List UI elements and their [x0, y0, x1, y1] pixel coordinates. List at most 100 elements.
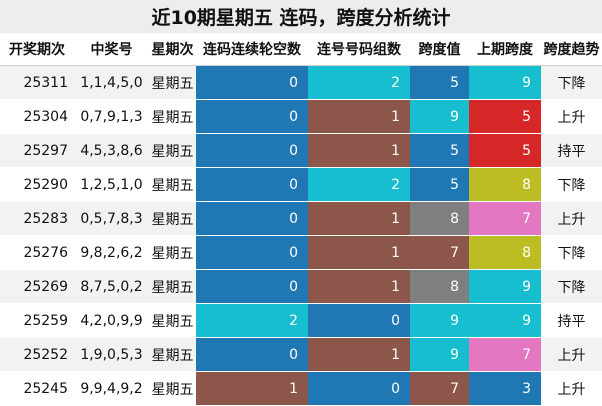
span-cell: 5: [410, 133, 469, 168]
numbers-cell: 0,7,9,1,3: [74, 99, 149, 134]
skip-cell: 0: [196, 99, 308, 134]
skip-cell: 2: [196, 303, 308, 338]
trend-cell: 持平: [541, 133, 602, 168]
groups-cell: 2: [308, 167, 410, 202]
header-prev-span: 上期跨度: [469, 33, 541, 66]
span-cell: 9: [410, 337, 469, 372]
period-cell: 25304: [0, 99, 74, 134]
numbers-cell: 1,9,0,5,3: [74, 337, 149, 372]
groups-cell: 1: [308, 337, 410, 372]
prev-span-cell: 5: [469, 133, 541, 168]
groups-cell: 1: [308, 201, 410, 236]
prev-span-cell: 8: [469, 235, 541, 270]
weekday-cell: 星期五: [149, 167, 196, 202]
groups-cell: 1: [308, 99, 410, 134]
period-cell: 25269: [0, 269, 74, 304]
header-skip: 连码连续轮空数: [196, 33, 308, 66]
prev-span-cell: 7: [469, 201, 541, 236]
groups-cell: 0: [308, 303, 410, 338]
table-row: 25252 1,9,0,5,3 星期五 0 1 9 7 上升: [0, 337, 602, 372]
skip-cell: 1: [196, 371, 308, 406]
trend-cell: 上升: [541, 99, 602, 134]
trend-cell: 下降: [541, 65, 602, 100]
trend-cell: 上升: [541, 337, 602, 372]
span-cell: 5: [410, 167, 469, 202]
prev-span-cell: 5: [469, 99, 541, 134]
numbers-cell: 9,8,2,6,2: [74, 235, 149, 270]
prev-span-cell: 9: [469, 65, 541, 100]
weekday-cell: 星期五: [149, 201, 196, 236]
trend-cell: 下降: [541, 235, 602, 270]
prev-span-cell: 7: [469, 337, 541, 372]
trend-cell: 持平: [541, 303, 602, 338]
header-span: 跨度值: [410, 33, 469, 66]
period-cell: 25311: [0, 65, 74, 100]
period-cell: 25290: [0, 167, 74, 202]
header-groups: 连号号码组数: [308, 33, 410, 66]
header-numbers: 中奖号: [74, 33, 149, 66]
prev-span-cell: 9: [469, 303, 541, 338]
span-cell: 7: [410, 371, 469, 406]
numbers-cell: 1,1,4,5,0: [74, 65, 149, 100]
header-row: 开奖期次 中奖号 星期次 连码连续轮空数 连号号码组数 跨度值 上期跨度 跨度趋…: [0, 33, 602, 66]
skip-cell: 0: [196, 235, 308, 270]
period-cell: 25252: [0, 337, 74, 372]
table-row: 25290 1,2,5,1,0 星期五 0 2 5 8 下降: [0, 167, 602, 202]
prev-span-cell: 9: [469, 269, 541, 304]
groups-cell: 1: [308, 269, 410, 304]
table-row: 25269 8,7,5,0,2 星期五 0 1 8 9 下降: [0, 269, 602, 304]
weekday-cell: 星期五: [149, 303, 196, 338]
trend-cell: 下降: [541, 269, 602, 304]
trend-cell: 下降: [541, 167, 602, 202]
table-row: 25297 4,5,3,8,6 星期五 0 1 5 5 持平: [0, 133, 602, 168]
span-cell: 5: [410, 65, 469, 100]
period-cell: 25245: [0, 371, 74, 406]
span-cell: 9: [410, 303, 469, 338]
trend-cell: 上升: [541, 201, 602, 236]
header-weekday: 星期次: [149, 33, 196, 66]
period-cell: 25283: [0, 201, 74, 236]
skip-cell: 0: [196, 167, 308, 202]
weekday-cell: 星期五: [149, 269, 196, 304]
weekday-cell: 星期五: [149, 99, 196, 134]
skip-cell: 0: [196, 65, 308, 100]
stats-table: 开奖期次 中奖号 星期次 连码连续轮空数 连号号码组数 跨度值 上期跨度 跨度趋…: [0, 33, 602, 406]
weekday-cell: 星期五: [149, 65, 196, 100]
numbers-cell: 0,5,7,8,3: [74, 201, 149, 236]
header-trend: 跨度趋势: [541, 33, 602, 66]
table-row: 25311 1,1,4,5,0 星期五 0 2 5 9 下降: [0, 65, 602, 100]
span-cell: 9: [410, 99, 469, 134]
span-cell: 7: [410, 235, 469, 270]
numbers-cell: 1,2,5,1,0: [74, 167, 149, 202]
skip-cell: 0: [196, 201, 308, 236]
numbers-cell: 8,7,5,0,2: [74, 269, 149, 304]
period-cell: 25259: [0, 303, 74, 338]
page-title: 近10期星期五 连码，跨度分析统计: [0, 0, 602, 34]
groups-cell: 1: [308, 235, 410, 270]
prev-span-cell: 3: [469, 371, 541, 406]
weekday-cell: 星期五: [149, 371, 196, 406]
groups-cell: 2: [308, 65, 410, 100]
numbers-cell: 4,2,0,9,9: [74, 303, 149, 338]
period-cell: 25297: [0, 133, 74, 168]
table-row: 25276 9,8,2,6,2 星期五 0 1 7 8 下降: [0, 235, 602, 270]
skip-cell: 0: [196, 133, 308, 168]
trend-cell: 上升: [541, 371, 602, 406]
table-row: 25245 9,9,4,9,2 星期五 1 0 7 3 上升: [0, 371, 602, 406]
skip-cell: 0: [196, 337, 308, 372]
groups-cell: 1: [308, 133, 410, 168]
numbers-cell: 4,5,3,8,6: [74, 133, 149, 168]
table-row: 25283 0,5,7,8,3 星期五 0 1 8 7 上升: [0, 201, 602, 236]
weekday-cell: 星期五: [149, 133, 196, 168]
span-cell: 8: [410, 269, 469, 304]
header-period: 开奖期次: [0, 33, 74, 66]
skip-cell: 0: [196, 269, 308, 304]
period-cell: 25276: [0, 235, 74, 270]
groups-cell: 0: [308, 371, 410, 406]
table-row: 25304 0,7,9,1,3 星期五 0 1 9 5 上升: [0, 99, 602, 134]
weekday-cell: 星期五: [149, 235, 196, 270]
prev-span-cell: 8: [469, 167, 541, 202]
table-row: 25259 4,2,0,9,9 星期五 2 0 9 9 持平: [0, 303, 602, 338]
span-cell: 8: [410, 201, 469, 236]
